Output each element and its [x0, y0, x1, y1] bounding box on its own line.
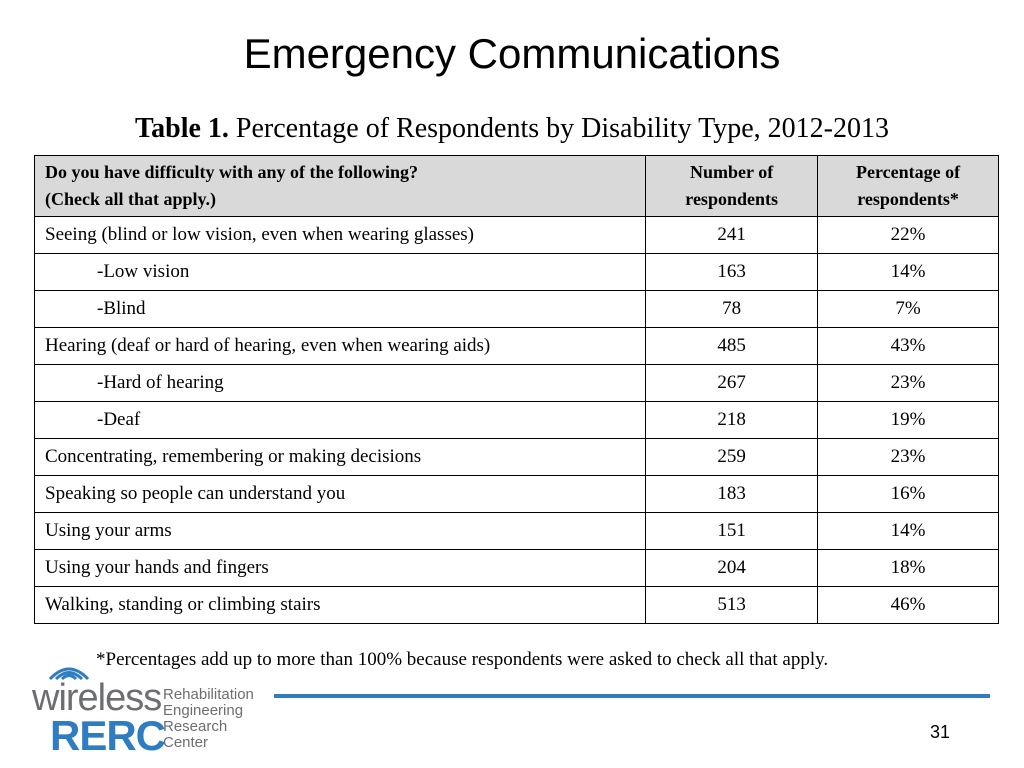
- row-count: 513: [645, 586, 819, 624]
- row-label: Hearing (deaf or hard of hearing, even w…: [33, 327, 647, 365]
- row-percentage: 16%: [817, 475, 999, 513]
- table-footnote: *Percentages add up to more than 100% be…: [96, 649, 829, 670]
- header-count-line2: respondents: [685, 189, 778, 209]
- table-caption-label: Table 1.: [135, 113, 229, 144]
- table-row: -Low vision 163 14%: [33, 253, 999, 291]
- row-count: 78: [645, 290, 819, 328]
- logo-rerc-text: RERC: [50, 712, 166, 759]
- row-label: Using your hands and fingers: [33, 549, 647, 587]
- row-label: Speaking so people can understand you: [33, 475, 647, 513]
- row-count: 204: [645, 549, 819, 587]
- wireless-rerc-logo: wireless RERC Rehabilitation Engineering…: [32, 657, 262, 759]
- logo-sub-line: Engineering: [163, 702, 244, 719]
- row-percentage: 18%: [817, 549, 999, 587]
- header-pct-line2: respondents*: [857, 189, 959, 209]
- logo-subtitle: Rehabilitation Engineering Research Cent…: [163, 687, 254, 751]
- row-count: 163: [645, 253, 819, 291]
- row-label: -Hard of hearing: [33, 364, 647, 402]
- row-label: -Low vision: [33, 253, 647, 291]
- row-percentage: 14%: [817, 512, 999, 550]
- header-pct-line1: Percentage of: [855, 162, 961, 182]
- table-row: Speaking so people can understand you 18…: [33, 475, 999, 513]
- row-count: 485: [645, 327, 819, 365]
- table-row: -Blind 78 7%: [33, 290, 999, 328]
- logo-sub-line: Research: [163, 718, 228, 735]
- slide-title: Emergency Communications: [243, 30, 781, 77]
- page-number: 31: [930, 722, 951, 742]
- row-count: 241: [645, 216, 819, 254]
- table-row: Using your hands and fingers 204 18%: [33, 549, 999, 587]
- row-percentage: 7%: [817, 290, 999, 328]
- row-label: Using your arms: [33, 512, 647, 550]
- header-question-line2: (Check all that apply.): [45, 189, 217, 209]
- row-percentage: 23%: [817, 438, 999, 476]
- logo-sub-line: Rehabilitation: [163, 686, 254, 703]
- table-row: -Hard of hearing 267 23%: [33, 364, 999, 402]
- row-count: 183: [645, 475, 819, 513]
- row-count: 218: [645, 401, 819, 439]
- logo-wireless-text: wireless: [32, 677, 162, 719]
- header-count: Number of respondents: [645, 155, 819, 217]
- row-percentage: 46%: [817, 586, 999, 624]
- row-label: -Blind: [33, 290, 647, 328]
- table-caption: Table 1. Percentage of Respondents by Di…: [0, 113, 1024, 145]
- table-caption-text: Percentage of Respondents by Disability …: [228, 113, 889, 144]
- row-percentage: 22%: [817, 216, 999, 254]
- table-row: Seeing (blind or low vision, even when w…: [33, 216, 999, 254]
- table-row: -Deaf 218 19%: [33, 401, 999, 439]
- row-percentage: 23%: [817, 364, 999, 402]
- header-question: Do you have difficulty with any of the f…: [33, 155, 647, 217]
- row-label: Concentrating, remembering or making dec…: [33, 438, 647, 476]
- table-row: Using your arms 151 14%: [33, 512, 999, 550]
- header-percentage: Percentage of respondents*: [817, 155, 999, 217]
- table-row: Concentrating, remembering or making dec…: [33, 438, 999, 476]
- row-label: Walking, standing or climbing stairs: [33, 586, 647, 624]
- row-percentage: 43%: [817, 327, 999, 365]
- logo-sub-line: Center: [163, 734, 209, 751]
- row-label: Seeing (blind or low vision, even when w…: [33, 216, 647, 254]
- footer-divider: [274, 694, 990, 698]
- row-label: -Deaf: [33, 401, 647, 439]
- table-row: Walking, standing or climbing stairs 513…: [33, 586, 999, 624]
- header-question-line1: Do you have difficulty with any of the f…: [45, 162, 419, 182]
- row-count: 259: [645, 438, 819, 476]
- disability-table: Do you have difficulty with any of the f…: [33, 155, 999, 624]
- header-count-line1: Number of: [690, 162, 774, 182]
- row-count: 151: [645, 512, 819, 550]
- row-count: 267: [645, 364, 819, 402]
- row-percentage: 19%: [817, 401, 999, 439]
- wireless-waves-icon: [48, 667, 90, 681]
- table-row: Hearing (deaf or hard of hearing, even w…: [33, 327, 999, 365]
- row-percentage: 14%: [817, 253, 999, 291]
- table-header-row: Do you have difficulty with any of the f…: [33, 155, 999, 217]
